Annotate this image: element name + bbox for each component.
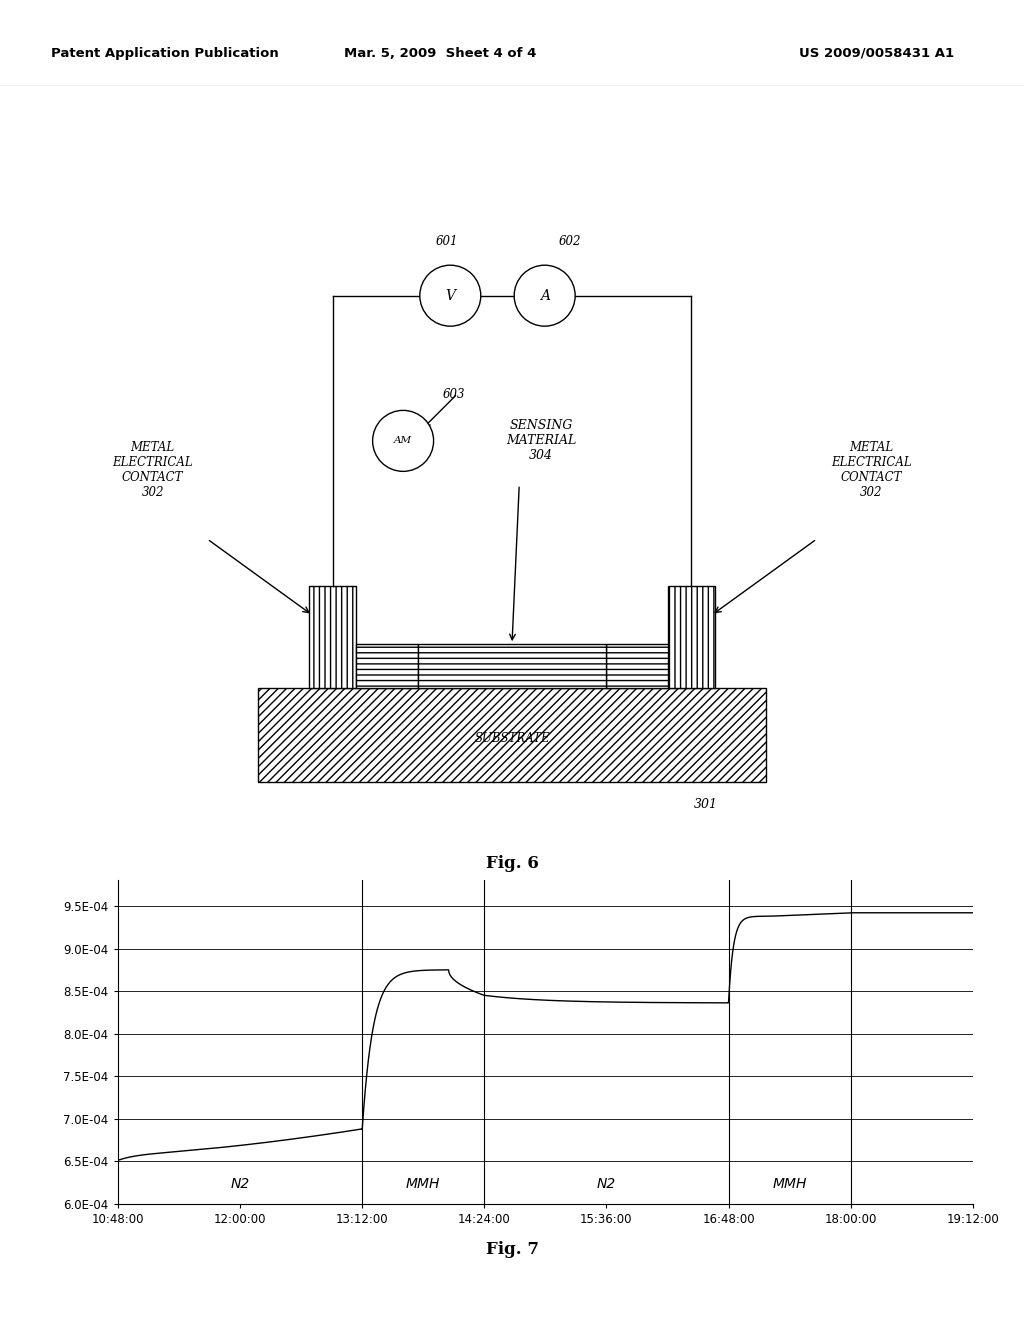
Polygon shape	[308, 586, 356, 688]
Text: MMH: MMH	[772, 1177, 807, 1191]
Text: 301: 301	[693, 799, 718, 810]
Polygon shape	[668, 586, 716, 688]
Text: V: V	[445, 289, 456, 302]
Polygon shape	[258, 688, 766, 781]
Circle shape	[420, 265, 481, 326]
Text: 603: 603	[443, 388, 466, 401]
Text: MMH: MMH	[406, 1177, 440, 1191]
Text: Mar. 5, 2009  Sheet 4 of 4: Mar. 5, 2009 Sheet 4 of 4	[344, 46, 537, 59]
Text: A: A	[540, 289, 550, 302]
Polygon shape	[418, 644, 606, 688]
Text: Fig. 6: Fig. 6	[485, 855, 539, 871]
Polygon shape	[606, 644, 668, 688]
Polygon shape	[356, 644, 418, 688]
Text: 602: 602	[559, 235, 582, 248]
Text: AM: AM	[394, 437, 413, 445]
Circle shape	[514, 265, 575, 326]
Text: METAL
ELECTRICAL
CONTACT
302: METAL ELECTRICAL CONTACT 302	[831, 441, 911, 499]
Text: N2: N2	[230, 1177, 250, 1191]
Circle shape	[373, 411, 433, 471]
Text: Patent Application Publication: Patent Application Publication	[51, 46, 279, 59]
Text: US 2009/0058431 A1: US 2009/0058431 A1	[799, 46, 953, 59]
Text: Fig. 7: Fig. 7	[485, 1241, 539, 1258]
Text: 601: 601	[435, 235, 458, 248]
Text: SENSING
MATERIAL
304: SENSING MATERIAL 304	[506, 418, 577, 462]
Text: N2: N2	[597, 1177, 616, 1191]
Text: SUBSTRATE: SUBSTRATE	[474, 733, 550, 744]
Text: METAL
ELECTRICAL
CONTACT
302: METAL ELECTRICAL CONTACT 302	[113, 441, 193, 499]
